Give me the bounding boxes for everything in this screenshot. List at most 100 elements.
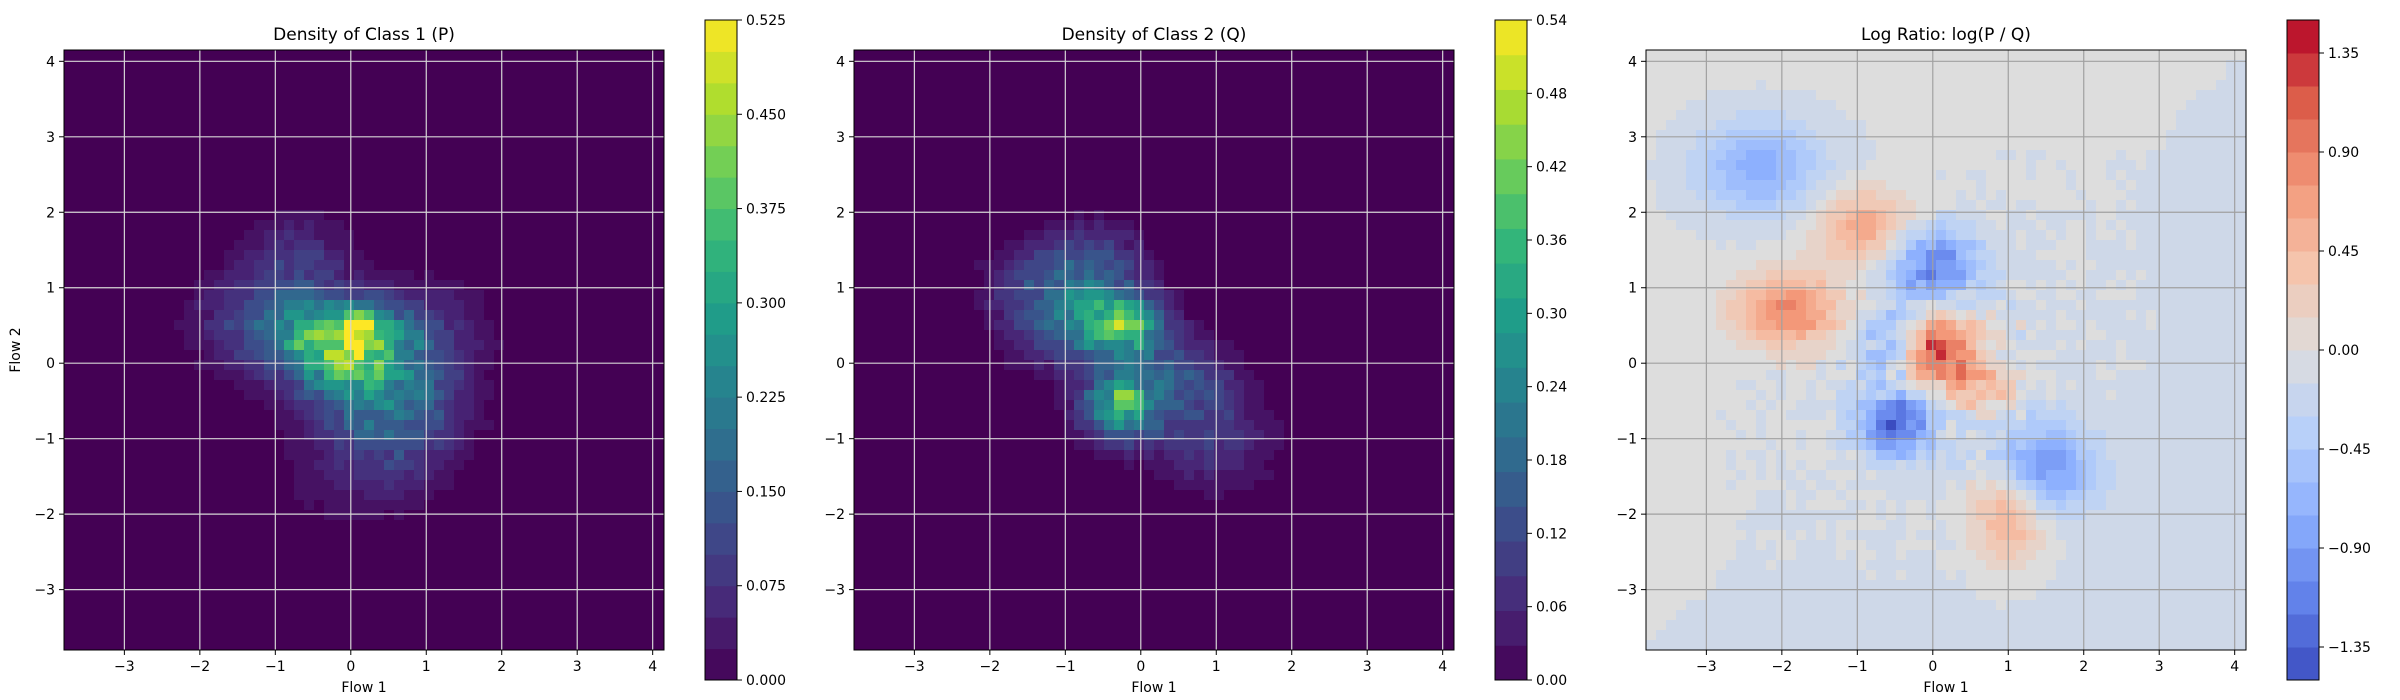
y-tick-label: −1 — [1616, 432, 1637, 448]
colorbar-level — [705, 51, 737, 84]
colorbar-level — [1495, 89, 1527, 125]
colorbar-level — [2287, 53, 2319, 87]
colorbar-tick-label: 0.24 — [1536, 380, 1567, 396]
colorbar-tick-label: 0.54 — [1536, 13, 1567, 29]
colorbar-level — [1495, 263, 1527, 299]
heatmap-field — [64, 50, 664, 650]
colorbar-level — [2287, 647, 2319, 681]
colorbar-tick-label: 0.075 — [746, 579, 786, 595]
y-tick-label: 3 — [46, 130, 55, 146]
colorbar-tick-label: 0.00 — [1536, 673, 1567, 689]
colorbar-tick-label: 0.225 — [746, 390, 786, 406]
colorbar-level — [1495, 541, 1527, 577]
y-tick-label: −2 — [824, 507, 845, 523]
y-tick-label: 4 — [836, 54, 845, 70]
colorbar-level — [2287, 152, 2319, 186]
colorbar-level — [2287, 482, 2319, 516]
colorbar-level — [705, 145, 737, 178]
colorbar-level — [2287, 218, 2319, 252]
y-tick-label: 3 — [836, 130, 845, 146]
colorbar-level — [2287, 284, 2319, 318]
panel-title: Density of Class 1 (P) — [273, 25, 455, 45]
colorbar-level — [705, 648, 737, 681]
colorbar-tick-label: −1.35 — [2328, 640, 2371, 656]
panel-density-class1: −3 −2 −1 0 1 2 3 4 −3 −2 −1 0 1 2 3 4 Density of Class 1… — [8, 13, 786, 696]
colorbar-tick-label: 0.36 — [1536, 233, 1567, 249]
colorbar-tick-label: 0.375 — [746, 202, 786, 218]
colorbar-tick-label: 1.35 — [2328, 46, 2359, 62]
colorbar-tick-label: 0.150 — [746, 484, 786, 500]
axes-frame — [63, 49, 665, 651]
x-tick-label: 0 — [1136, 659, 1145, 675]
x-tick-label: 1 — [422, 659, 431, 675]
colorbar-level — [2287, 20, 2319, 54]
colorbar-tick-label: 0.000 — [746, 673, 786, 689]
colorbar-level — [1495, 575, 1527, 612]
colorbar-tick-label: 0.300 — [746, 296, 786, 312]
colorbar-tick-label: 0.525 — [746, 13, 786, 29]
x-tick-label: 1 — [1212, 659, 1221, 675]
colorbar-level — [1495, 124, 1527, 160]
colorbar-level — [705, 240, 737, 272]
axes-frame — [1645, 49, 2247, 651]
x-tick-label: −2 — [1772, 659, 1793, 675]
colorbar-level — [705, 208, 737, 241]
x-tick-label: −2 — [190, 659, 211, 675]
colorbar-level — [705, 177, 737, 210]
y-tick-label: −3 — [1616, 583, 1637, 599]
y-tick-label: −3 — [34, 583, 55, 599]
y-tick-label: −1 — [34, 432, 55, 448]
heatmap-field — [1646, 50, 2246, 650]
colorbar-level — [2287, 581, 2319, 615]
colorbar-level — [705, 585, 737, 618]
panel-log-ratio: −3 −2 −1 0 1 2 3 4 −3 −2 −1 0 1 2 3 4 Log Ratio: log(P /… — [1616, 19, 2371, 696]
colorbar-level — [1495, 158, 1527, 195]
colorbar-level — [705, 428, 737, 461]
colorbar-tick-label: 0.30 — [1536, 306, 1567, 322]
colorbar-level — [2287, 614, 2319, 648]
colorbar-frame — [704, 19, 738, 681]
colorbar-level — [2287, 383, 2319, 417]
colorbar-tick-label: 0.06 — [1536, 600, 1567, 616]
colorbar-level — [705, 522, 737, 555]
colorbar-level — [2287, 515, 2319, 549]
colorbar-level — [2287, 350, 2319, 384]
x-tick-label: 2 — [2079, 659, 2088, 675]
y-tick-label: 2 — [1628, 205, 1637, 221]
axes-frame — [853, 49, 1455, 651]
x-tick-label: 3 — [2155, 659, 2164, 675]
colorbar-frame — [1494, 19, 1528, 681]
colorbar-tick-label: 0.18 — [1536, 453, 1567, 469]
x-tick-label: −1 — [265, 659, 286, 675]
panel-title: Density of Class 2 (Q) — [1062, 25, 1247, 45]
colorbar-level — [705, 460, 737, 492]
colorbar-level — [2287, 86, 2319, 120]
y-tick-label: 0 — [1628, 356, 1637, 372]
x-tick-label: 1 — [2004, 659, 2013, 675]
colorbar-tick-label: −0.90 — [2328, 541, 2371, 557]
y-tick-label: −2 — [34, 507, 55, 523]
panel-title: Log Ratio: log(P / Q) — [1861, 25, 2031, 45]
x-tick-label: 4 — [1438, 659, 1447, 675]
colorbar-level — [2287, 119, 2319, 153]
colorbar-level — [705, 554, 737, 587]
x-tick-label: −3 — [904, 659, 925, 675]
colorbar-level — [1495, 367, 1527, 403]
colorbar-level — [1495, 228, 1527, 264]
colorbar-level — [1495, 193, 1527, 229]
y-tick-label: 1 — [46, 281, 55, 297]
colorbar-level — [2287, 185, 2319, 219]
y-tick-label: 4 — [46, 54, 55, 70]
colorbar-level — [705, 271, 737, 304]
colorbar-tick-label: 0.00 — [2328, 343, 2359, 359]
colorbar-level — [705, 20, 737, 52]
colorbar-level — [1495, 402, 1527, 438]
colorbar-level — [1495, 610, 1527, 646]
colorbar-level — [705, 617, 737, 650]
x-axis-label: Flow 1 — [1923, 680, 1968, 696]
x-tick-label: 3 — [1363, 659, 1372, 675]
x-tick-label: 3 — [573, 659, 582, 675]
colorbar-tick-label: 0.90 — [2328, 145, 2359, 161]
colorbar-tick-label: 0.45 — [2328, 244, 2359, 260]
